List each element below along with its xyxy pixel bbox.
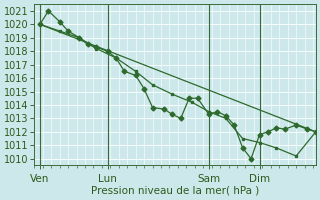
X-axis label: Pression niveau de la mer( hPa ): Pression niveau de la mer( hPa ) (91, 186, 259, 196)
